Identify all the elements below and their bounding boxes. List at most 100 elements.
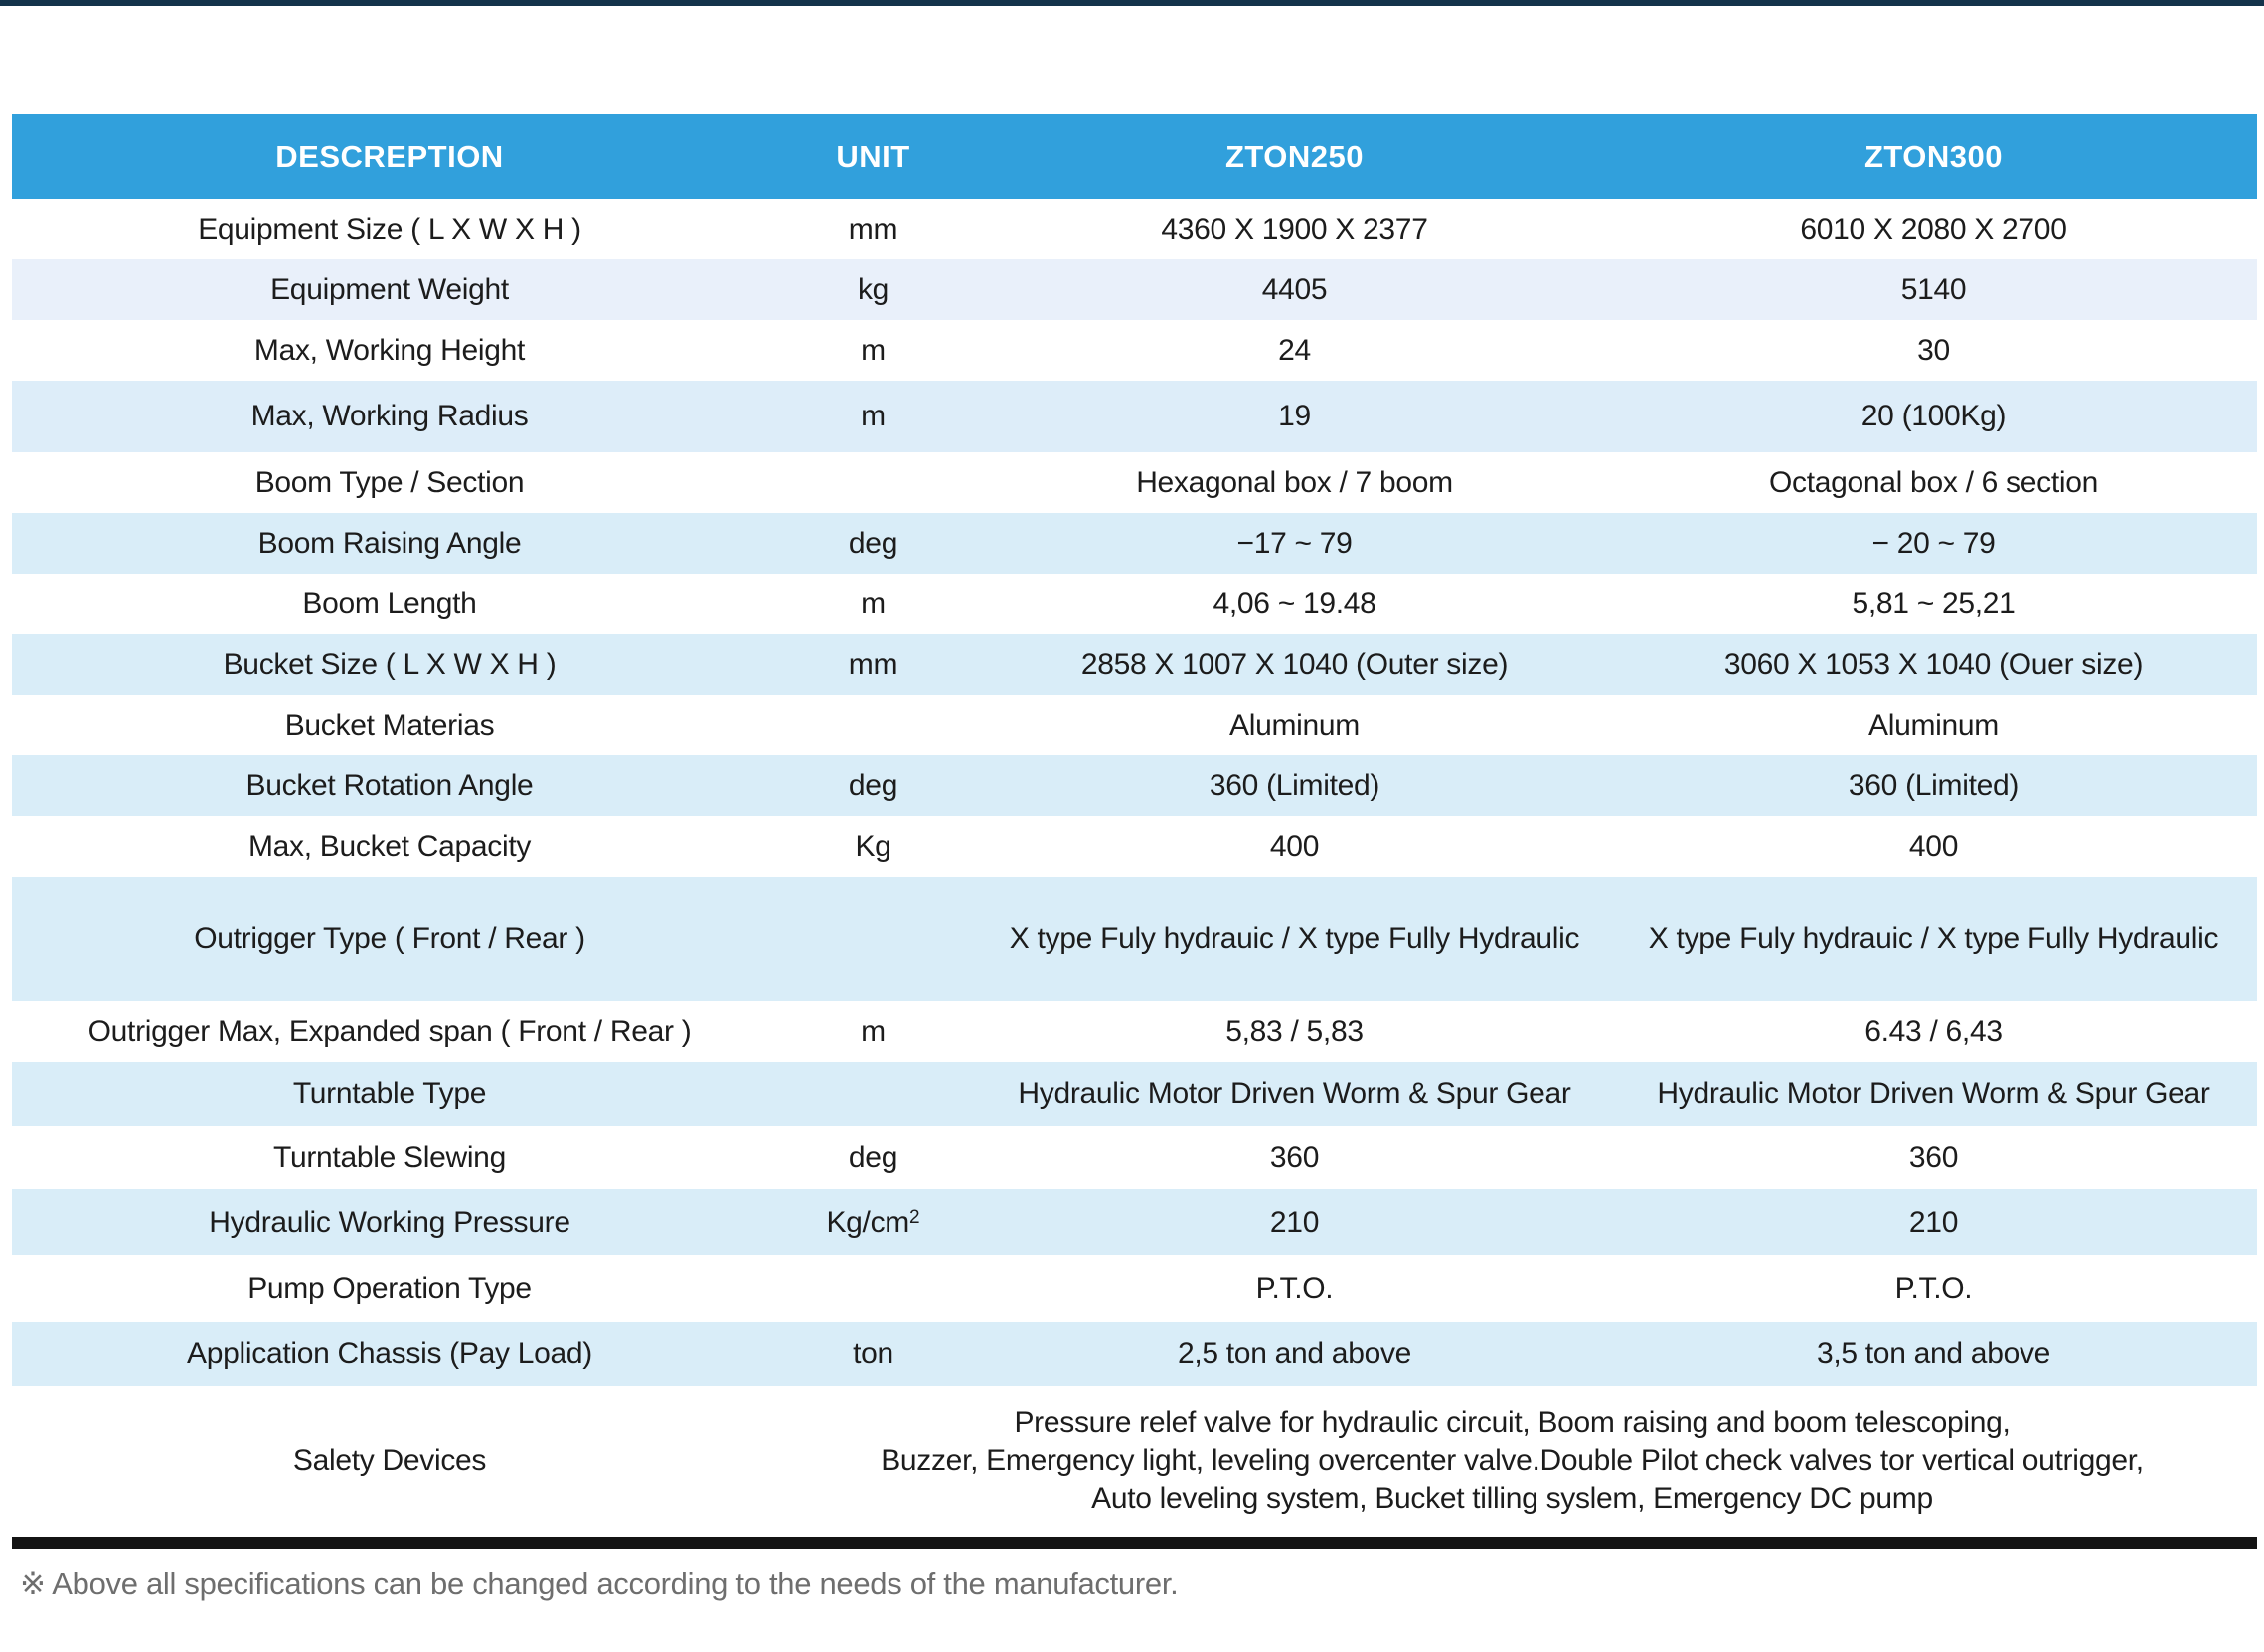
spec-label-cell: Max, Bucket Capacity	[247, 829, 532, 863]
unit-text: m	[861, 1014, 886, 1048]
table-row: Turntable Type Hydraulic Motor Driven Wor…	[12, 1062, 2257, 1126]
unit-text: m	[861, 400, 886, 432]
table-row: Outrigger Type ( Front / Rear ) X type Fu…	[12, 877, 2257, 1001]
zton250-value-cell: 24	[1278, 333, 1311, 367]
zton250-value-cell: X type Fuly hydrauic / X type Fully Hydr…	[1009, 921, 1580, 955]
table-row: Turntable Slewing deg 360 360	[12, 1126, 2257, 1189]
zton250-value-cell: 2,5 ton and above	[1177, 1337, 1412, 1370]
safety-devices-line: Buzzer, Emergency light, leveling overce…	[881, 1444, 2144, 1477]
zton300-value-cell: 360	[1908, 1140, 1959, 1174]
zton250-value-cell: Hydraulic Motor Driven Worm & Spur Gear	[1018, 1076, 1571, 1110]
zton300-value-cell: X type Fuly hydrauic / X type Fully Hydr…	[1648, 921, 2219, 955]
unit-text: mm	[848, 212, 898, 246]
spec-label-cell: Hydraulic Working Pressure	[209, 1205, 570, 1239]
zton300-value-cell: 3,5 ton and above	[1816, 1337, 2051, 1370]
spec-label-cell: Outrigger Type ( Front / Rear )	[194, 921, 585, 955]
zton250-value-cell: 400	[1269, 829, 1320, 863]
footnote: ※ Above all specifications can be change…	[20, 1567, 1179, 1601]
spec-label-cell: Turntable Type	[292, 1076, 487, 1110]
zton300-value-cell: 400	[1908, 829, 1959, 863]
zton250-value-cell: 360 (Limited)	[1209, 768, 1380, 802]
unit-text: deg	[848, 526, 898, 560]
safety-devices-line: Auto leveling system, Bucket tilling sys…	[1091, 1482, 1933, 1515]
bottom-divider-bar	[12, 1537, 2257, 1549]
unit-text: Kg/cm	[826, 1205, 909, 1239]
unit-text: m	[861, 586, 886, 620]
table-row: Outrigger Max, Expanded span ( Front / R…	[12, 1001, 2257, 1062]
unit-cell	[767, 452, 979, 513]
table-row: Hydraulic Working Pressure Kg/cm2 210 210	[12, 1189, 2257, 1255]
specification-table: DESCREPTION UNIT ZTON250 ZTON300 Equipme…	[12, 114, 2257, 1537]
zton250-value-cell: Aluminum	[1229, 708, 1360, 742]
zton250-value-cell: 4,06 ~ 19.48	[1213, 586, 1376, 620]
zton250-value-cell: 360	[1269, 1140, 1320, 1174]
table-row: Bucket Size ( L X W X H ) mm 2858 X 1007 X…	[12, 634, 2257, 695]
unit-text: deg	[848, 1140, 898, 1174]
zton250-value-cell: −17 ~ 79	[1236, 526, 1353, 560]
unit-cell: deg	[767, 513, 979, 574]
table-row: Bucket Materias Aluminum Aluminum	[12, 695, 2257, 755]
top-accent-bar	[0, 0, 2264, 6]
spec-label-cell: Equipment Size ( L X W X H )	[198, 212, 581, 246]
unit-cell: kg	[767, 259, 979, 320]
zton250-value-cell: 2858 X 1007 X 1040 (Outer size)	[1080, 647, 1509, 681]
table-row: Application Chassis (Pay Load) ton 2,5 ton…	[12, 1322, 2257, 1386]
unit-cell: Kg/cm2	[767, 1189, 979, 1255]
column-header-unit: UNIT	[767, 114, 979, 199]
zton300-value-cell: 210	[1908, 1205, 1959, 1239]
spec-label-cell: Equipment Weight	[270, 272, 509, 306]
spec-label-cell: Boom Raising Angle	[257, 526, 522, 560]
zton250-value-cell: P.T.O.	[1255, 1271, 1334, 1305]
zton300-value-cell: Aluminum	[1868, 708, 1999, 742]
table-row: Pump Operation Type P.T.O. P.T.O.	[12, 1255, 2257, 1322]
zton300-value-cell: Hydraulic Motor Driven Worm & Spur Gear	[1657, 1076, 2210, 1110]
zton300-value-cell: 3060 X 1053 X 1040 (Ouer size)	[1723, 647, 2144, 681]
spec-label-cell: Max, Working Radius	[250, 400, 529, 432]
zton300-value-cell: 30	[1917, 333, 1950, 367]
zton300-value-cell: 6.43 / 6,43	[1864, 1014, 2003, 1048]
zton250-value-cell: Hexagonal box / 7 boom	[1136, 465, 1453, 499]
spec-label-cell: Bucket Size ( L X W X H )	[223, 647, 557, 681]
unit-text: Kg	[855, 829, 891, 863]
unit-text: kg	[857, 272, 889, 306]
unit-cell	[767, 1062, 979, 1126]
zton250-value-cell: 19	[1278, 400, 1311, 432]
zton300-value-cell: Octagonal box / 6 section	[1768, 465, 2099, 499]
zton300-value-cell: P.T.O.	[1894, 1271, 1973, 1305]
zton250-value-cell: 4360 X 1900 X 2377	[1161, 212, 1428, 246]
unit-superscript: 2	[908, 1206, 920, 1228]
table-row: Equipment Weight kg 4405 5140	[12, 259, 2257, 320]
safety-devices-line: Pressure relef valve for hydraulic circu…	[1014, 1406, 2011, 1439]
unit-cell: mm	[767, 199, 979, 259]
zton300-value-cell: 6010 X 2080 X 2700	[1800, 212, 2067, 246]
spec-label-cell: Outrigger Max, Expanded span ( Front / R…	[87, 1014, 692, 1048]
spec-label-cell: Pump Operation Type	[247, 1271, 532, 1305]
spec-label-cell: Application Chassis (Pay Load)	[187, 1337, 592, 1370]
unit-cell	[767, 1255, 979, 1322]
unit-cell	[767, 877, 979, 1001]
unit-cell: m	[767, 381, 979, 452]
unit-text: mm	[848, 647, 898, 681]
unit-cell: m	[767, 1001, 979, 1062]
unit-text: deg	[848, 768, 898, 802]
spec-label-cell: Max, Working Height	[253, 333, 526, 367]
column-header-zton300: ZTON300	[1610, 114, 2257, 199]
unit-text: m	[861, 333, 886, 367]
unit-cell: mm	[767, 634, 979, 695]
zton250-value-cell: 4405	[1261, 272, 1328, 306]
safety-devices-cell: Pressure relef valve for hydraulic circu…	[767, 1386, 2257, 1537]
table-row: Salety Devices Pressure relef valve for h…	[12, 1386, 2257, 1537]
spec-label-cell: Boom Type / Section	[254, 465, 525, 499]
spec-label-cell: Bucket Materias	[284, 708, 495, 742]
table-row: Max, Bucket Capacity Kg 400 400	[12, 816, 2257, 877]
table-row: Equipment Size ( L X W X H ) mm 4360 X 190…	[12, 199, 2257, 259]
unit-cell: deg	[767, 1126, 979, 1189]
table-row: Bucket Rotation Angle deg 360 (Limited) 360…	[12, 755, 2257, 816]
table-row: Max, Working Radius m 19 20 (100Kg)	[12, 381, 2257, 452]
spec-label-cell: Boom Length	[302, 586, 477, 620]
table-header-row: DESCREPTION UNIT ZTON250 ZTON300	[12, 114, 2257, 199]
unit-cell: Kg	[767, 816, 979, 877]
unit-text: ton	[853, 1337, 893, 1370]
zton300-value-cell: 5140	[1900, 272, 1967, 306]
table-row: Max, Working Height m 24 30	[12, 320, 2257, 381]
